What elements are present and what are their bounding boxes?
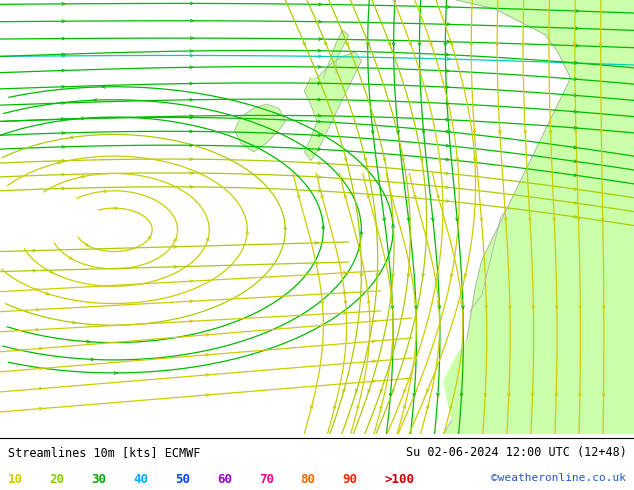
Text: 60: 60 xyxy=(217,473,232,486)
Text: 40: 40 xyxy=(133,473,148,486)
Text: 70: 70 xyxy=(259,473,274,486)
Polygon shape xyxy=(304,52,361,160)
Text: Su 02-06-2024 12:00 UTC (12+48): Su 02-06-2024 12:00 UTC (12+48) xyxy=(406,446,626,459)
Text: Streamlines 10m [kts] ECMWF: Streamlines 10m [kts] ECMWF xyxy=(8,446,200,459)
Text: 30: 30 xyxy=(91,473,107,486)
Text: 90: 90 xyxy=(342,473,358,486)
Text: >100: >100 xyxy=(384,473,414,486)
Text: ©weatheronline.co.uk: ©weatheronline.co.uk xyxy=(491,473,626,483)
Polygon shape xyxy=(444,0,634,434)
Polygon shape xyxy=(444,325,488,434)
Text: 10: 10 xyxy=(8,473,23,486)
Polygon shape xyxy=(495,0,634,96)
Polygon shape xyxy=(235,104,285,152)
Text: 80: 80 xyxy=(301,473,316,486)
Text: 50: 50 xyxy=(175,473,190,486)
Polygon shape xyxy=(323,30,349,78)
Text: 20: 20 xyxy=(49,473,65,486)
